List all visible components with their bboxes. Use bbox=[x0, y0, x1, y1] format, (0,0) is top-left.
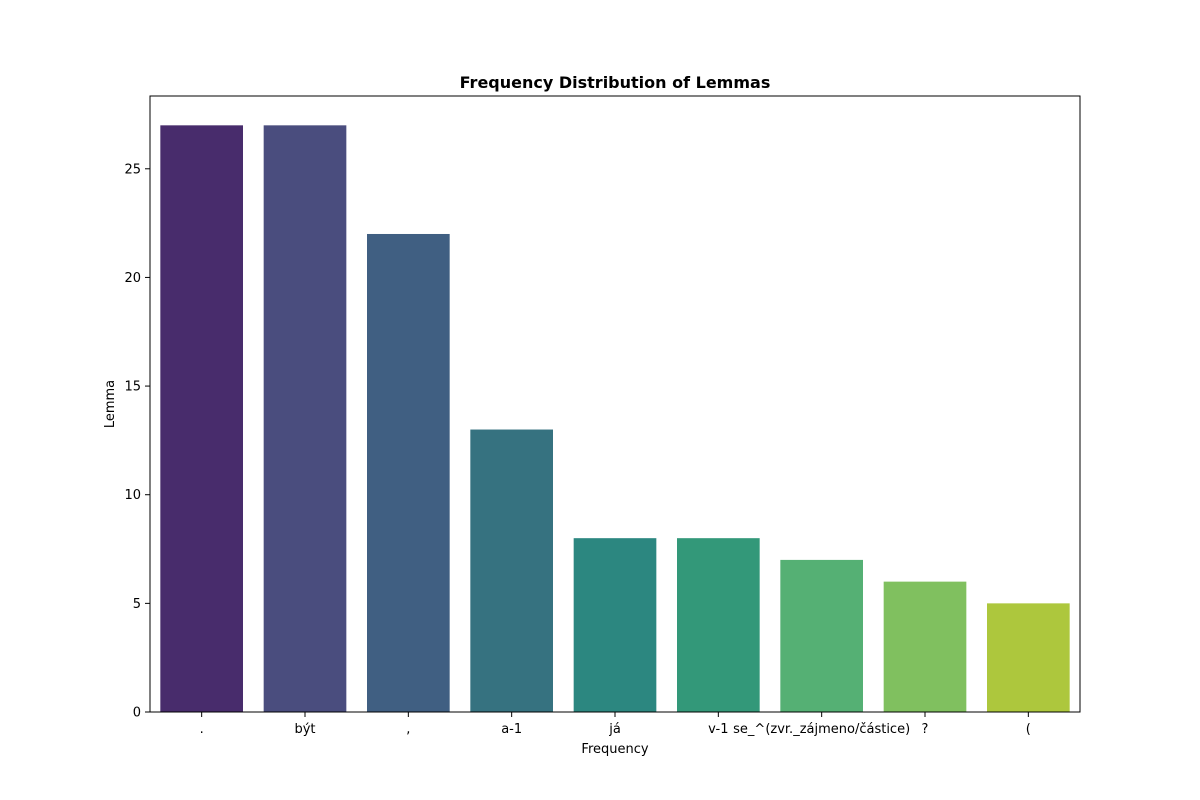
y-axis-label: Lemma bbox=[103, 380, 118, 428]
y-tick-label-2: 10 bbox=[124, 488, 141, 503]
y-tick-label-3: 15 bbox=[124, 380, 141, 395]
bar-7 bbox=[883, 581, 967, 712]
x-tick-label-7: ? bbox=[922, 722, 929, 737]
x-tick-label-6: se_^(zvr._zájmeno/částice) bbox=[733, 722, 910, 737]
x-tick-label-2: , bbox=[406, 722, 410, 737]
bars-group bbox=[160, 125, 1070, 713]
bar-4 bbox=[573, 538, 657, 712]
x-tick-label-0: . bbox=[200, 722, 204, 737]
bar-2 bbox=[367, 233, 450, 713]
y-tick-label-5: 25 bbox=[124, 162, 141, 177]
y-tick-label-1: 5 bbox=[133, 597, 141, 612]
x-tick-label-4: já bbox=[608, 722, 621, 737]
y-axis-ticks: 0 5 10 15 20 25 bbox=[124, 162, 150, 721]
x-axis-label: Frequency bbox=[581, 742, 648, 757]
bar-1 bbox=[263, 125, 347, 712]
bar-8 bbox=[987, 603, 1070, 712]
x-tick-label-5: v-1 bbox=[708, 722, 728, 737]
x-tick-label-1: být bbox=[294, 722, 315, 737]
bar-3 bbox=[470, 429, 553, 712]
y-tick-label-0: 0 bbox=[133, 706, 141, 721]
bar-0 bbox=[160, 125, 243, 712]
x-tick-label-3: a-1 bbox=[501, 722, 522, 737]
bar-5 bbox=[677, 538, 760, 712]
bar-6 bbox=[780, 559, 863, 712]
y-tick-label-4: 20 bbox=[124, 271, 141, 286]
x-tick-label-8: ( bbox=[1026, 722, 1031, 737]
x-axis-ticks: . být, a-1 já v-1 se_^(zvr._zájmeno/částice)?… bbox=[200, 712, 1031, 737]
chart-title: Frequency Distribution of Lemmas bbox=[460, 73, 771, 92]
